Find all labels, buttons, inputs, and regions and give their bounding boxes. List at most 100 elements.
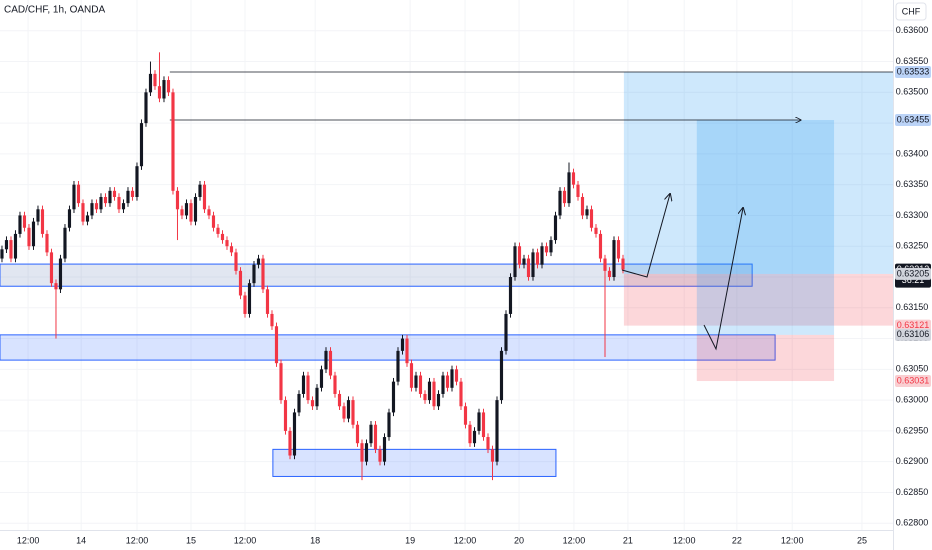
candle-body	[139, 123, 144, 167]
candle-body	[270, 313, 274, 327]
candle-body	[108, 190, 112, 204]
candle-body	[585, 209, 589, 216]
candle-body	[477, 412, 481, 431]
candle-body	[490, 449, 495, 462]
candle-body	[27, 227, 31, 247]
candle-body	[256, 258, 261, 265]
candle-body	[171, 92, 175, 191]
x-tick-label: 15	[186, 535, 196, 545]
candle-body	[121, 203, 126, 210]
candle-body	[328, 350, 333, 376]
y-tick-label: 0.63600	[896, 25, 929, 35]
candle-body	[387, 412, 391, 438]
candle-body	[297, 393, 301, 413]
candle-body	[202, 184, 207, 210]
candle-body	[396, 350, 400, 382]
candle-body	[76, 184, 81, 204]
forecast-arrow	[621, 194, 670, 278]
y-tick-label: 0.63350	[896, 179, 929, 189]
candle-body	[409, 363, 414, 388]
axis-labels: 0.62800 0.62850 0.62900 0.62950 0.63000 0.630…	[17, 25, 931, 545]
candle-body	[4, 240, 9, 250]
zone	[0, 334, 776, 361]
candle-body	[229, 246, 234, 253]
candle-body	[180, 209, 184, 216]
candle-body	[67, 209, 72, 228]
candle-body	[621, 258, 625, 270]
candle-body	[400, 338, 405, 351]
x-tick-label: 12:00	[454, 535, 477, 545]
candle-body	[45, 233, 49, 253]
candle-body	[472, 430, 477, 444]
price-badge-label: 0.63533	[897, 66, 930, 76]
x-tick-label: 19	[405, 535, 415, 545]
candle-body	[292, 412, 297, 456]
candle-body	[117, 196, 121, 210]
candle-body	[580, 196, 585, 216]
candle-body	[324, 350, 328, 370]
candle-body	[589, 209, 594, 228]
x-tick-label: 18	[310, 535, 320, 545]
candle-body	[454, 369, 459, 382]
candle-body	[148, 73, 153, 93]
candle-body	[562, 190, 567, 204]
candle-body	[504, 313, 508, 351]
price-badge-label: 0.63205	[897, 268, 930, 278]
candle-body	[531, 252, 535, 278]
y-tick-label: 0.63300	[896, 210, 929, 220]
candle-body	[130, 190, 135, 197]
candle-body	[544, 246, 549, 253]
candle-body	[423, 393, 427, 401]
y-tick-label: 0.63250	[896, 241, 929, 251]
price-badge	[895, 375, 931, 388]
zones	[0, 71, 893, 477]
candle-body	[22, 215, 27, 228]
candle-body	[103, 196, 108, 204]
time-axis	[0, 530, 893, 550]
candle-body	[616, 240, 621, 259]
candle-body	[540, 246, 544, 265]
candle-body	[481, 412, 486, 438]
forecast-arrow	[703, 208, 743, 351]
candle-body	[288, 430, 292, 456]
drawings	[621, 194, 743, 351]
candle-body	[265, 289, 270, 314]
candle-body	[234, 252, 238, 271]
candle-body	[553, 215, 558, 241]
candle-body	[99, 196, 103, 210]
candle-body	[612, 240, 616, 278]
currency-box[interactable]	[895, 2, 927, 21]
x-tick-label: 12:00	[17, 535, 40, 545]
x-tick-label: 12:00	[234, 535, 257, 545]
candle-body	[247, 283, 252, 314]
candle-body	[526, 258, 531, 278]
candle-body	[166, 80, 171, 93]
candle-body	[513, 246, 517, 278]
candle-body	[90, 203, 94, 216]
candle-body	[382, 437, 387, 462]
candle-body	[175, 190, 180, 210]
candle-body	[54, 283, 58, 290]
candle-body	[13, 233, 18, 259]
candle-body	[81, 203, 85, 222]
y-tick-label: 0.63050	[896, 364, 929, 374]
y-tick-label: 0.62900	[896, 456, 929, 466]
candle-body	[355, 424, 360, 444]
x-tick-label: 21	[623, 535, 633, 545]
candle-body	[333, 375, 337, 394]
y-tick-label: 0.63150	[896, 302, 929, 312]
candle-body	[535, 252, 540, 265]
candle-body	[405, 338, 409, 364]
x-tick-label: 12:00	[781, 535, 804, 545]
candle-body	[571, 172, 576, 185]
candle-body	[495, 400, 499, 462]
candle-body	[49, 252, 54, 284]
candle-body	[193, 196, 198, 222]
candle-body	[85, 215, 90, 222]
candle-body	[427, 381, 432, 401]
price-badge	[895, 66, 931, 79]
candle-body	[40, 209, 45, 234]
x-tick-label: 12:00	[673, 535, 696, 545]
candle-body	[0, 249, 4, 259]
